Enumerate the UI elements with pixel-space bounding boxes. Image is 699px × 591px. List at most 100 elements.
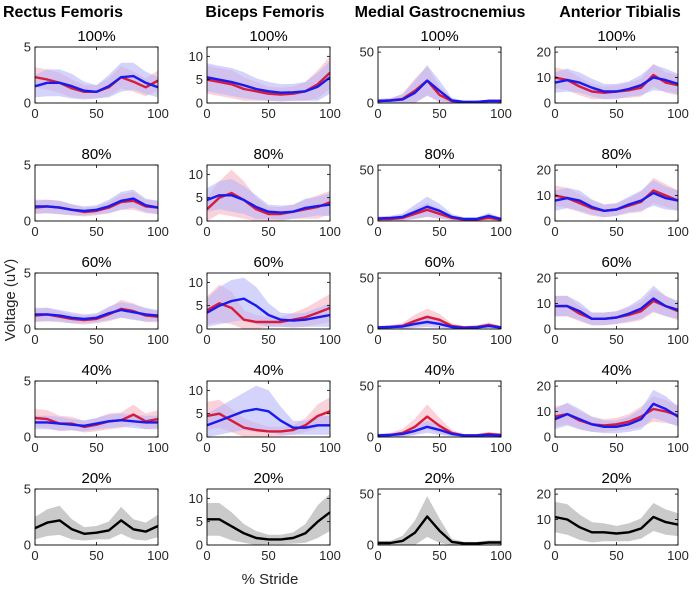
x-tick-label: 100 bbox=[667, 332, 689, 347]
y-tick-label: 10 bbox=[189, 167, 203, 182]
x-tick-label: 100 bbox=[490, 332, 512, 347]
y-tick-label: 0 bbox=[544, 538, 551, 553]
y-tick-label: 0 bbox=[24, 322, 31, 337]
x-tick-label: 100 bbox=[319, 548, 341, 563]
y-tick-label: 20 bbox=[537, 45, 551, 60]
y-tick-label: 10 bbox=[189, 275, 203, 290]
blue-mean-line bbox=[35, 308, 158, 321]
blue-mean-line bbox=[378, 205, 501, 221]
x-tick-label: 0 bbox=[374, 224, 381, 239]
y-tick-label: 10 bbox=[537, 296, 551, 311]
panel-biceps-femoris-80pct: 80% 0 50 100 0 5 10 bbox=[189, 146, 341, 239]
blue-mean-line bbox=[207, 297, 330, 322]
y-tick-label: 5 bbox=[196, 190, 203, 205]
panel-biceps-femoris-100pct: 100% 0 50 100 0 5 10 bbox=[189, 28, 341, 121]
blue-band bbox=[35, 62, 158, 100]
x-tick-label: 50 bbox=[432, 548, 446, 563]
x-tick-label: 50 bbox=[261, 332, 275, 347]
y-tick-label: 10 bbox=[189, 383, 203, 398]
y-tick-label: 20 bbox=[537, 379, 551, 394]
panel-title: 20% bbox=[253, 470, 283, 487]
plot-area bbox=[555, 63, 678, 100]
y-tick-label: 10 bbox=[537, 70, 551, 85]
y-tick-label: 0 bbox=[367, 322, 374, 337]
x-tick-label: 50 bbox=[89, 224, 103, 239]
panel-title: 100% bbox=[420, 28, 458, 45]
x-tick-label: 0 bbox=[551, 224, 558, 239]
x-tick-label: 100 bbox=[490, 440, 512, 455]
y-tick-label: 10 bbox=[189, 491, 203, 506]
plot-area bbox=[207, 493, 330, 545]
plot-area bbox=[35, 299, 158, 325]
blue-mean-line bbox=[378, 320, 501, 329]
y-tick-label: 0 bbox=[24, 430, 31, 445]
panel-title: 60% bbox=[601, 254, 631, 271]
x-tick-label: 0 bbox=[374, 106, 381, 121]
x-tick-label: 50 bbox=[432, 332, 446, 347]
y-tick-label: 20 bbox=[537, 271, 551, 286]
panel-medial-gastrocnemius-80pct: 80% 0 50 100 0 50 bbox=[360, 146, 512, 239]
x-tick-label: 50 bbox=[609, 106, 623, 121]
panel-rectus-femoris-20pct: 20% 0 50 100 0 5 bbox=[24, 470, 169, 563]
y-tick-label: 0 bbox=[544, 214, 551, 229]
x-tick-label: 0 bbox=[203, 548, 210, 563]
y-tick-label: 50 bbox=[360, 487, 374, 502]
y-tick-label: 0 bbox=[196, 214, 203, 229]
x-tick-label: 100 bbox=[667, 224, 689, 239]
pooled-mean-line bbox=[35, 519, 158, 535]
plot-area bbox=[378, 496, 501, 545]
plot-area bbox=[555, 501, 678, 543]
y-tick-label: 5 bbox=[196, 406, 203, 421]
panel-title: 40% bbox=[81, 362, 111, 379]
plot-area bbox=[35, 505, 158, 541]
x-tick-label: 0 bbox=[374, 440, 381, 455]
panel-rectus-femoris-40pct: 40% 0 50 100 0 5 bbox=[24, 362, 169, 455]
x-tick-label: 50 bbox=[89, 440, 103, 455]
plot-area bbox=[555, 285, 678, 326]
plot-area bbox=[207, 385, 330, 437]
x-tick-label: 50 bbox=[609, 440, 623, 455]
x-tick-label: 100 bbox=[147, 440, 169, 455]
x-tick-label: 50 bbox=[609, 224, 623, 239]
x-tick-label: 100 bbox=[319, 106, 341, 121]
panel-anterior-tibialis-40pct: 40% 0 50 100 0 10 20 bbox=[537, 362, 689, 455]
x-tick-label: 50 bbox=[432, 224, 446, 239]
x-tick-label: 50 bbox=[609, 548, 623, 563]
plot-area bbox=[378, 65, 501, 103]
x-tick-label: 100 bbox=[319, 440, 341, 455]
y-tick-label: 0 bbox=[544, 322, 551, 337]
x-tick-label: 100 bbox=[147, 106, 169, 121]
y-tick-label: 0 bbox=[24, 214, 31, 229]
column-title-medial-gastrocnemius: Medial Gastrocnemius bbox=[355, 4, 526, 21]
blue-mean-line bbox=[207, 407, 330, 429]
panel-title: 20% bbox=[601, 470, 631, 487]
panel-title: 80% bbox=[601, 146, 631, 163]
panel-title: 60% bbox=[81, 254, 111, 271]
plot-area bbox=[207, 169, 330, 221]
panel-title: 40% bbox=[253, 362, 283, 379]
x-tick-label: 50 bbox=[89, 106, 103, 121]
y-tick-label: 5 bbox=[24, 482, 31, 497]
x-tick-label: 0 bbox=[31, 332, 38, 347]
x-tick-label: 100 bbox=[667, 106, 689, 121]
y-tick-label: 5 bbox=[196, 72, 203, 87]
y-tick-label: 20 bbox=[537, 163, 551, 178]
x-tick-label: 50 bbox=[261, 106, 275, 121]
x-tick-label: 0 bbox=[203, 332, 210, 347]
y-tick-label: 5 bbox=[24, 374, 31, 389]
x-tick-label: 50 bbox=[432, 440, 446, 455]
panel-rectus-femoris-60pct: 60% 0 50 100 0 5 bbox=[24, 254, 169, 347]
panel-anterior-tibialis-80pct: 80% 0 50 100 0 10 20 bbox=[537, 146, 689, 239]
blue-mean-line bbox=[555, 191, 678, 212]
panel-title: 100% bbox=[77, 28, 115, 45]
blue-mean-line bbox=[207, 194, 330, 214]
y-tick-label: 10 bbox=[537, 404, 551, 419]
x-tick-label: 0 bbox=[374, 548, 381, 563]
x-tick-label: 100 bbox=[667, 548, 689, 563]
pooled-band bbox=[378, 496, 501, 545]
x-tick-label: 100 bbox=[490, 548, 512, 563]
y-tick-label: 0 bbox=[196, 430, 203, 445]
blue-band bbox=[378, 65, 501, 103]
plot-area bbox=[555, 389, 678, 434]
plot-area bbox=[378, 404, 501, 437]
